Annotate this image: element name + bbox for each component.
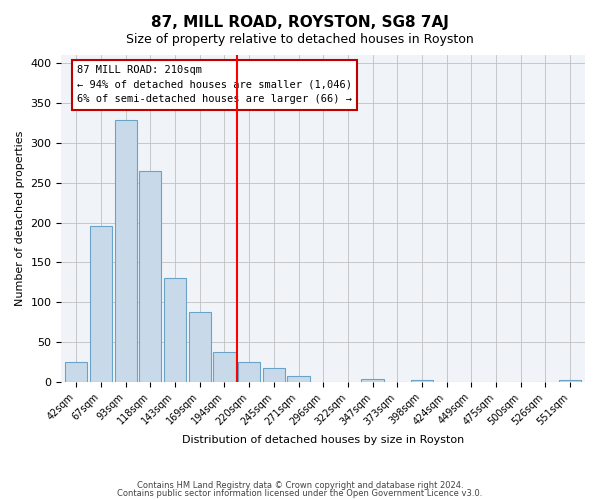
Bar xyxy=(287,376,310,382)
X-axis label: Distribution of detached houses by size in Royston: Distribution of detached houses by size … xyxy=(182,435,464,445)
Bar xyxy=(213,352,236,382)
Text: Contains public sector information licensed under the Open Government Licence v3: Contains public sector information licen… xyxy=(118,488,482,498)
Bar xyxy=(361,379,384,382)
Bar xyxy=(263,368,285,382)
Bar xyxy=(164,278,186,382)
Bar xyxy=(90,226,112,382)
Bar xyxy=(115,120,137,382)
Text: 87, MILL ROAD, ROYSTON, SG8 7AJ: 87, MILL ROAD, ROYSTON, SG8 7AJ xyxy=(151,15,449,30)
Bar xyxy=(139,170,161,382)
Text: Size of property relative to detached houses in Royston: Size of property relative to detached ho… xyxy=(126,32,474,46)
Text: Contains HM Land Registry data © Crown copyright and database right 2024.: Contains HM Land Registry data © Crown c… xyxy=(137,481,463,490)
Bar xyxy=(188,312,211,382)
Bar xyxy=(411,380,433,382)
Y-axis label: Number of detached properties: Number of detached properties xyxy=(15,131,25,306)
Bar xyxy=(559,380,581,382)
Bar xyxy=(65,362,88,382)
Text: 87 MILL ROAD: 210sqm
← 94% of detached houses are smaller (1,046)
6% of semi-det: 87 MILL ROAD: 210sqm ← 94% of detached h… xyxy=(77,65,352,104)
Bar xyxy=(238,362,260,382)
